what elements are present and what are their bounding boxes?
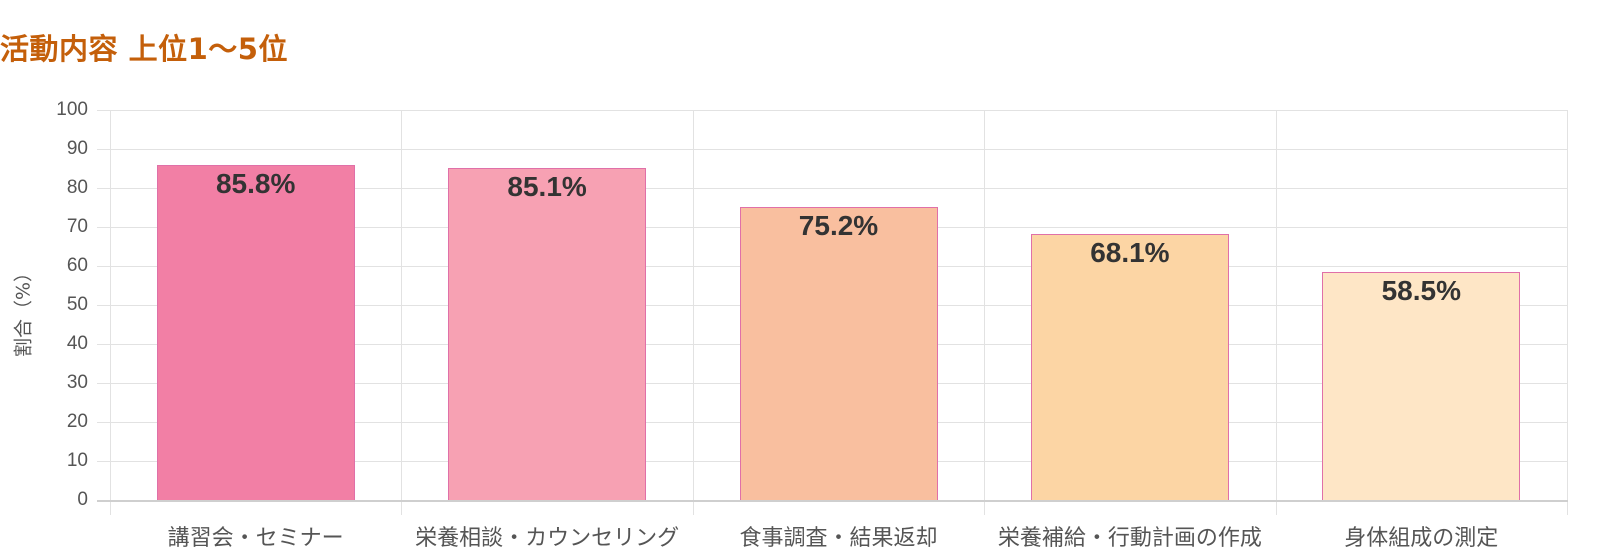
- y-tick-label: 0: [77, 489, 88, 510]
- y-tick-label: 40: [66, 333, 88, 354]
- y-gridline: [97, 149, 1567, 150]
- x-tick-label: 栄養相談・カウンセリング: [415, 526, 680, 551]
- bar: 58.5%: [1322, 271, 1521, 500]
- y-gridline: [97, 110, 1567, 111]
- y-tick-label: 60: [66, 255, 88, 276]
- bar: 85.1%: [448, 168, 647, 500]
- y-tick-label: 50: [66, 294, 88, 315]
- y-tick-label: 70: [66, 216, 88, 237]
- y-tick-label: 100: [56, 99, 88, 120]
- bar-value-label: 58.5%: [1381, 274, 1461, 306]
- x-axis-line: [97, 500, 1568, 502]
- bar-value-label: 85.1%: [507, 171, 587, 203]
- x-gridline: [1567, 110, 1568, 515]
- bar: 75.2%: [739, 206, 938, 500]
- bar-value-label: 68.1%: [1090, 237, 1170, 269]
- y-tick-label: 80: [66, 177, 88, 198]
- x-gridline: [984, 110, 985, 515]
- x-gridline: [693, 110, 694, 515]
- bar-value-label: 75.2%: [798, 209, 879, 241]
- y-tick-label: 20: [66, 411, 88, 432]
- x-tick-label: 身体組成の測定: [1344, 526, 1499, 551]
- x-gridline: [401, 110, 402, 515]
- y-tick-label: 90: [66, 138, 88, 159]
- x-gridline: [1276, 110, 1277, 515]
- x-tick-label: 講習会・セミナー: [167, 526, 344, 551]
- y-tick-label: 10: [66, 450, 88, 471]
- bar: 85.8%: [156, 165, 355, 500]
- bar-value-label: 85.8%: [215, 168, 296, 200]
- x-tick-label: 栄養補給・行動計画の作成: [997, 526, 1262, 551]
- y-gridline: [97, 188, 1567, 189]
- x-gridline: [110, 110, 111, 515]
- chart-title: 活動内容 上位1〜5位: [0, 32, 288, 66]
- bar: 68.1%: [1030, 234, 1229, 500]
- y-tick-label: 30: [66, 372, 88, 393]
- x-tick-label: 食事調査・結果返却: [739, 526, 938, 551]
